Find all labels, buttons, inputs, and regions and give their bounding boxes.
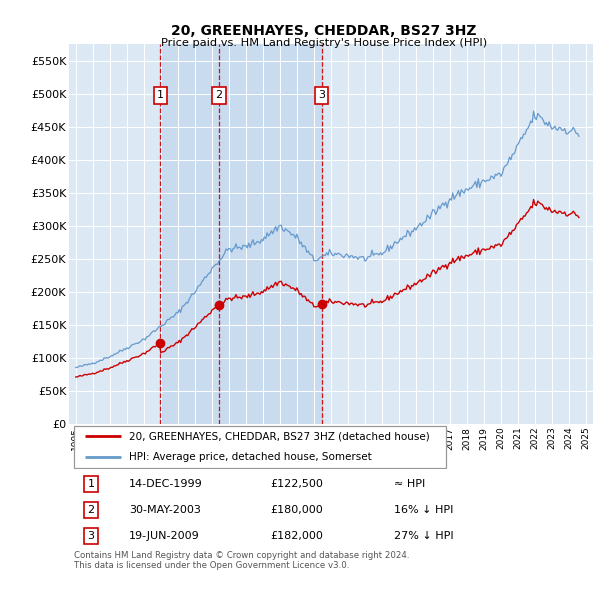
Text: 16% ↓ HPI: 16% ↓ HPI <box>394 505 453 515</box>
Text: £182,000: £182,000 <box>271 531 323 541</box>
Text: 19-JUN-2009: 19-JUN-2009 <box>129 531 200 541</box>
Text: HPI: Average price, detached house, Somerset: HPI: Average price, detached house, Some… <box>129 452 372 462</box>
Text: 3: 3 <box>318 90 325 100</box>
FancyBboxPatch shape <box>74 426 446 468</box>
Text: 14-DEC-1999: 14-DEC-1999 <box>129 479 203 489</box>
Text: Contains HM Land Registry data © Crown copyright and database right 2024.
This d: Contains HM Land Registry data © Crown c… <box>74 551 410 570</box>
Text: 20, GREENHAYES, CHEDDAR, BS27 3HZ (detached house): 20, GREENHAYES, CHEDDAR, BS27 3HZ (detac… <box>129 431 430 441</box>
Text: 30-MAY-2003: 30-MAY-2003 <box>129 505 201 515</box>
Text: 1: 1 <box>88 479 94 489</box>
Text: 2: 2 <box>215 90 223 100</box>
Text: £122,500: £122,500 <box>271 479 323 489</box>
Text: 3: 3 <box>88 531 94 541</box>
Bar <box>160 44 219 424</box>
Text: 20, GREENHAYES, CHEDDAR, BS27 3HZ: 20, GREENHAYES, CHEDDAR, BS27 3HZ <box>171 24 477 38</box>
Bar <box>219 44 322 424</box>
Text: ≈ HPI: ≈ HPI <box>394 479 425 489</box>
Text: Price paid vs. HM Land Registry's House Price Index (HPI): Price paid vs. HM Land Registry's House … <box>161 38 487 48</box>
Text: 1: 1 <box>157 90 164 100</box>
Text: £180,000: £180,000 <box>271 505 323 515</box>
Text: 27% ↓ HPI: 27% ↓ HPI <box>394 531 454 541</box>
Text: 2: 2 <box>88 505 95 515</box>
